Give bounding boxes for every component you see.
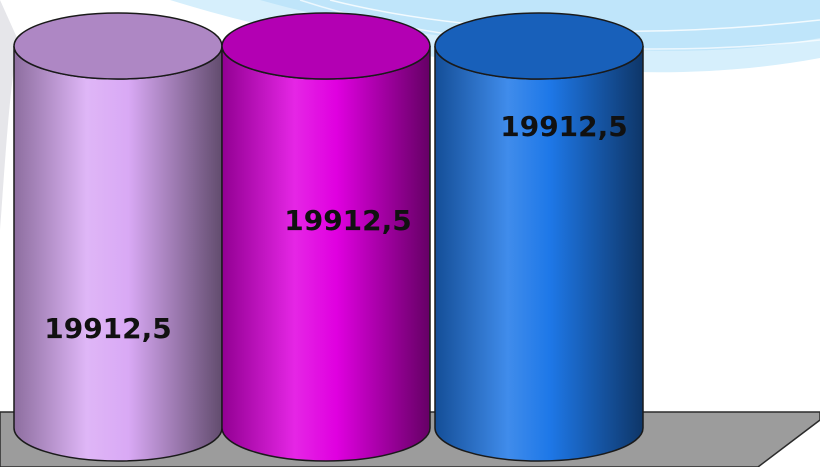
bar-3	[434, 12, 644, 462]
bar-body	[434, 45, 644, 462]
data-label: 19912,5	[500, 110, 628, 143]
data-label: 19912,5	[284, 204, 412, 237]
bar-top	[13, 12, 223, 80]
bar-top	[221, 12, 431, 80]
bar-body	[221, 45, 431, 462]
bar-top	[434, 12, 644, 80]
bar-body	[13, 45, 223, 462]
bar-group: 19912,5 19912,5 19912,5	[13, 12, 644, 462]
bar-1	[13, 12, 223, 462]
data-label: 19912,5	[44, 312, 172, 345]
bar-2	[221, 12, 431, 462]
